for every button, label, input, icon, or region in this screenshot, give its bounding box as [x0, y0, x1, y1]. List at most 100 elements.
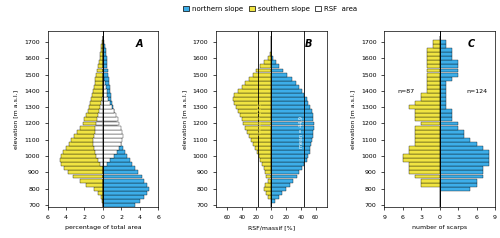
Bar	[240, 113, 271, 117]
Bar	[103, 187, 149, 191]
Bar	[249, 77, 271, 81]
Legend: northern slope, southern slope, RSF  area: northern slope, southern slope, RSF area	[180, 4, 360, 15]
Y-axis label: elevation [m a.s.l.]: elevation [m a.s.l.]	[350, 89, 356, 149]
Bar	[440, 89, 446, 93]
Bar	[103, 109, 114, 113]
Bar	[266, 170, 271, 174]
Bar	[103, 101, 110, 105]
Bar	[428, 56, 440, 60]
Bar	[94, 146, 103, 150]
Bar	[66, 146, 103, 150]
Bar	[440, 122, 458, 125]
Bar	[271, 93, 304, 97]
Bar	[255, 146, 271, 150]
Bar	[271, 109, 312, 113]
Bar	[268, 195, 271, 199]
Bar	[440, 81, 446, 85]
Bar	[96, 77, 103, 81]
Bar	[98, 69, 103, 72]
Text: A: A	[136, 39, 143, 49]
Bar	[103, 122, 117, 125]
Bar	[60, 158, 103, 162]
Bar	[409, 146, 440, 150]
Bar	[103, 130, 122, 134]
Bar	[103, 146, 120, 150]
Bar	[80, 126, 103, 129]
Bar	[271, 154, 308, 158]
Bar	[271, 199, 275, 203]
Bar	[103, 56, 106, 60]
Bar	[440, 40, 446, 44]
Bar	[103, 154, 114, 158]
Bar	[63, 150, 103, 154]
Bar	[271, 150, 310, 154]
Bar	[440, 158, 489, 162]
Bar	[103, 174, 142, 178]
Bar	[440, 134, 464, 138]
Bar	[103, 64, 108, 68]
Bar	[257, 150, 271, 154]
Text: mean = 18.6: mean = 18.6	[258, 103, 264, 135]
Bar	[102, 199, 103, 203]
Bar	[440, 109, 452, 113]
Bar	[103, 150, 117, 154]
Bar	[271, 183, 289, 187]
Bar	[242, 117, 271, 121]
Bar	[74, 134, 103, 138]
Bar	[103, 44, 105, 48]
Bar	[64, 166, 103, 170]
Bar	[102, 40, 103, 44]
Bar	[440, 85, 446, 89]
Bar	[92, 89, 103, 93]
Bar	[103, 77, 109, 81]
Bar	[440, 138, 470, 142]
Bar	[236, 105, 271, 109]
Bar	[103, 73, 108, 77]
Bar	[102, 97, 103, 101]
Bar	[421, 97, 440, 101]
Bar	[271, 170, 300, 174]
Bar	[103, 154, 127, 158]
Bar	[103, 130, 118, 134]
Bar	[271, 105, 310, 109]
Bar	[99, 109, 103, 113]
Bar	[268, 178, 271, 183]
Bar	[103, 85, 106, 89]
Bar	[266, 183, 271, 187]
Bar	[440, 60, 458, 64]
Bar	[103, 126, 122, 129]
Bar	[415, 126, 440, 129]
Bar	[271, 130, 314, 134]
Bar	[428, 64, 440, 68]
Bar	[271, 178, 293, 183]
Bar	[94, 130, 103, 134]
Bar	[428, 48, 440, 52]
X-axis label: percentage of total area: percentage of total area	[64, 225, 141, 230]
Bar	[234, 101, 271, 105]
Bar	[266, 174, 271, 178]
Bar	[99, 60, 103, 64]
Bar	[94, 150, 103, 154]
Bar	[415, 174, 440, 178]
Bar	[103, 138, 120, 142]
Bar	[271, 101, 308, 105]
Text: B: B	[304, 39, 312, 49]
Bar	[96, 122, 103, 125]
Bar	[271, 117, 314, 121]
Bar	[98, 113, 103, 117]
Bar	[421, 93, 440, 97]
Bar	[409, 150, 440, 154]
Bar	[428, 89, 440, 93]
Bar	[271, 85, 300, 89]
Bar	[440, 101, 446, 105]
Bar	[260, 158, 271, 162]
Bar	[103, 85, 110, 89]
Bar	[103, 105, 113, 109]
Bar	[68, 170, 103, 174]
Bar	[268, 56, 271, 60]
Bar	[103, 203, 135, 207]
Bar	[415, 113, 440, 117]
Bar	[68, 142, 103, 146]
Bar	[98, 64, 103, 68]
Bar	[103, 109, 114, 113]
